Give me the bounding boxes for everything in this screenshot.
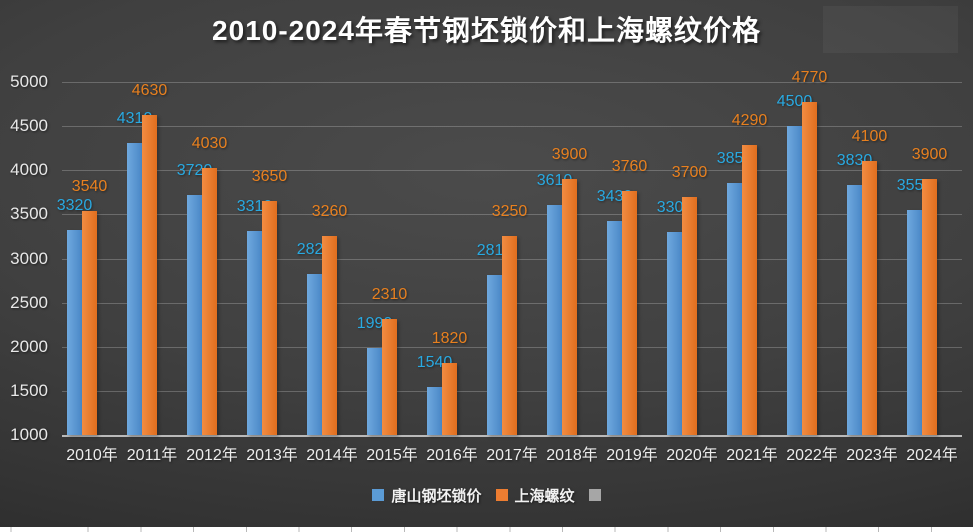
data-label-2017年-series1: 3250 bbox=[491, 203, 528, 221]
gridline-3500 bbox=[62, 214, 962, 216]
y-axis-tick-label: 2500 bbox=[10, 292, 48, 312]
legend-item-empty bbox=[588, 489, 601, 501]
bar-2018年-series0 bbox=[547, 204, 562, 435]
x-axis-tick-label: 2013年 bbox=[246, 447, 298, 464]
legend-label-shanghai: 上海螺纹 bbox=[514, 487, 575, 505]
bar-2018年-series1 bbox=[562, 179, 577, 435]
x-axis-tick-label: 2022年 bbox=[786, 447, 838, 464]
y-axis-tick-label: 4000 bbox=[10, 160, 48, 180]
x-axis-tick-label: 2010年 bbox=[66, 447, 118, 464]
data-label-2024年-series1: 3900 bbox=[911, 146, 948, 164]
data-label-2020年-series1: 3700 bbox=[671, 163, 708, 181]
y-axis-tick-label: 3000 bbox=[10, 248, 48, 268]
bar-2021年-series1 bbox=[742, 144, 757, 435]
plot-area: 3320 3540 4310 4630 3720 4030 3310 3650 2820 3260… bbox=[57, 69, 962, 437]
bar-2020年-series0 bbox=[667, 232, 682, 435]
bar-2024年-series1 bbox=[922, 179, 937, 435]
bar-2013年-series0 bbox=[247, 231, 262, 435]
bar-2024年-series0 bbox=[907, 209, 922, 435]
data-label-2021年-series1: 4290 bbox=[731, 111, 768, 129]
x-axis-tick-label: 2017年 bbox=[486, 447, 538, 464]
bar-2011年-series0 bbox=[127, 142, 142, 435]
bar-2017年-series1 bbox=[502, 236, 517, 435]
legend-swatch-gray bbox=[588, 489, 601, 501]
x-axis-tick-label: 2024年 bbox=[906, 447, 958, 464]
table-edge-strip bbox=[0, 527, 973, 532]
legend-item-tangshan: 唐山钢坯锁价 bbox=[372, 485, 482, 506]
x-axis-tick-label: 2021年 bbox=[726, 447, 778, 464]
legend-swatch-orange bbox=[495, 489, 508, 501]
gridline-4500 bbox=[62, 126, 962, 128]
data-label-2013年-series1: 3650 bbox=[251, 168, 288, 186]
bar-2016年-series1 bbox=[442, 362, 457, 435]
chart-title: 2010-2024年春节钢坯锁价和上海螺纹价格 bbox=[212, 15, 761, 46]
legend-item-shanghai: 上海螺纹 bbox=[495, 485, 575, 506]
bar-2015年-series1 bbox=[382, 319, 397, 435]
x-axis-tick-label: 2015年 bbox=[366, 447, 418, 464]
x-axis-tick-label: 2012年 bbox=[186, 447, 238, 464]
y-axis-tick-label: 3500 bbox=[10, 204, 48, 224]
empty-placeholder-box bbox=[823, 6, 958, 53]
data-label-2015年-series1: 2310 bbox=[371, 286, 408, 304]
bar-2016年-series0 bbox=[427, 387, 442, 435]
bar-2011年-series1 bbox=[142, 114, 157, 435]
bar-2017年-series0 bbox=[487, 275, 502, 435]
y-axis-tick-label: 4500 bbox=[10, 116, 48, 136]
gridline-1000 bbox=[62, 435, 962, 437]
y-axis-tick-label: 1500 bbox=[10, 380, 48, 400]
gridline-4000 bbox=[62, 170, 962, 172]
data-label-2022年-series1: 4770 bbox=[791, 69, 828, 87]
y-axis-tick-label: 1000 bbox=[10, 425, 48, 444]
bar-2019年-series0 bbox=[607, 220, 622, 435]
data-label-2023年-series1: 4100 bbox=[851, 128, 888, 146]
bar-2013年-series1 bbox=[262, 201, 277, 435]
y-axis: 1000 1500 2000 2500 3000 3500 4000 4500 5000 bbox=[0, 72, 48, 444]
data-label-2010年-series0: 3320 bbox=[56, 197, 93, 215]
bar-2014年-series1 bbox=[322, 235, 337, 435]
bar-2020年-series1 bbox=[682, 196, 697, 435]
x-axis-tick-label: 2016年 bbox=[426, 447, 478, 464]
x-axis: 2010年 2011年 2012年 2013年 2014年 2015年 2016年 2017年… bbox=[62, 441, 962, 464]
gridline-5000 bbox=[62, 82, 962, 83]
bar-2012年-series0 bbox=[187, 194, 202, 435]
legend-swatch-blue bbox=[372, 489, 385, 501]
bar-2023年-series0 bbox=[847, 185, 862, 435]
y-axis-tick-label: 5000 bbox=[10, 72, 48, 91]
bar-2023年-series1 bbox=[862, 161, 877, 435]
y-axis-tick-label: 2000 bbox=[10, 336, 48, 356]
data-label-2019年-series1: 3760 bbox=[611, 158, 648, 176]
x-axis-tick-label: 2018年 bbox=[546, 447, 598, 464]
data-label-2012年-series1: 4030 bbox=[191, 134, 228, 152]
bar-2022年-series0 bbox=[787, 126, 802, 435]
x-axis-tick-label: 2020年 bbox=[666, 447, 718, 464]
bar-2010年-series1 bbox=[82, 210, 97, 435]
data-label-2014年-series1: 3260 bbox=[311, 202, 348, 220]
bar-2010年-series0 bbox=[67, 230, 82, 435]
legend: 唐山钢坯锁价 上海螺纹 bbox=[0, 485, 973, 505]
bar-2012年-series1 bbox=[202, 167, 217, 435]
x-axis-tick-label: 2023年 bbox=[846, 447, 898, 464]
x-axis-tick-label: 2019年 bbox=[606, 447, 658, 464]
data-label-2011年-series1: 4630 bbox=[131, 81, 168, 99]
x-axis-tick-label: 2014年 bbox=[306, 447, 358, 464]
x-axis-tick-label: 2011年 bbox=[126, 447, 178, 464]
bar-2019年-series1 bbox=[622, 191, 637, 435]
legend-label-tangshan: 唐山钢坯锁价 bbox=[391, 487, 482, 505]
bar-2014年-series0 bbox=[307, 274, 322, 435]
bar-2021年-series0 bbox=[727, 183, 742, 435]
data-label-2016年-series1: 1820 bbox=[431, 329, 468, 347]
bar-2022年-series1 bbox=[802, 102, 817, 435]
data-label-2010年-series1: 3540 bbox=[71, 177, 108, 195]
bar-2015年-series0 bbox=[367, 347, 382, 435]
data-label-2018年-series1: 3900 bbox=[551, 146, 588, 164]
